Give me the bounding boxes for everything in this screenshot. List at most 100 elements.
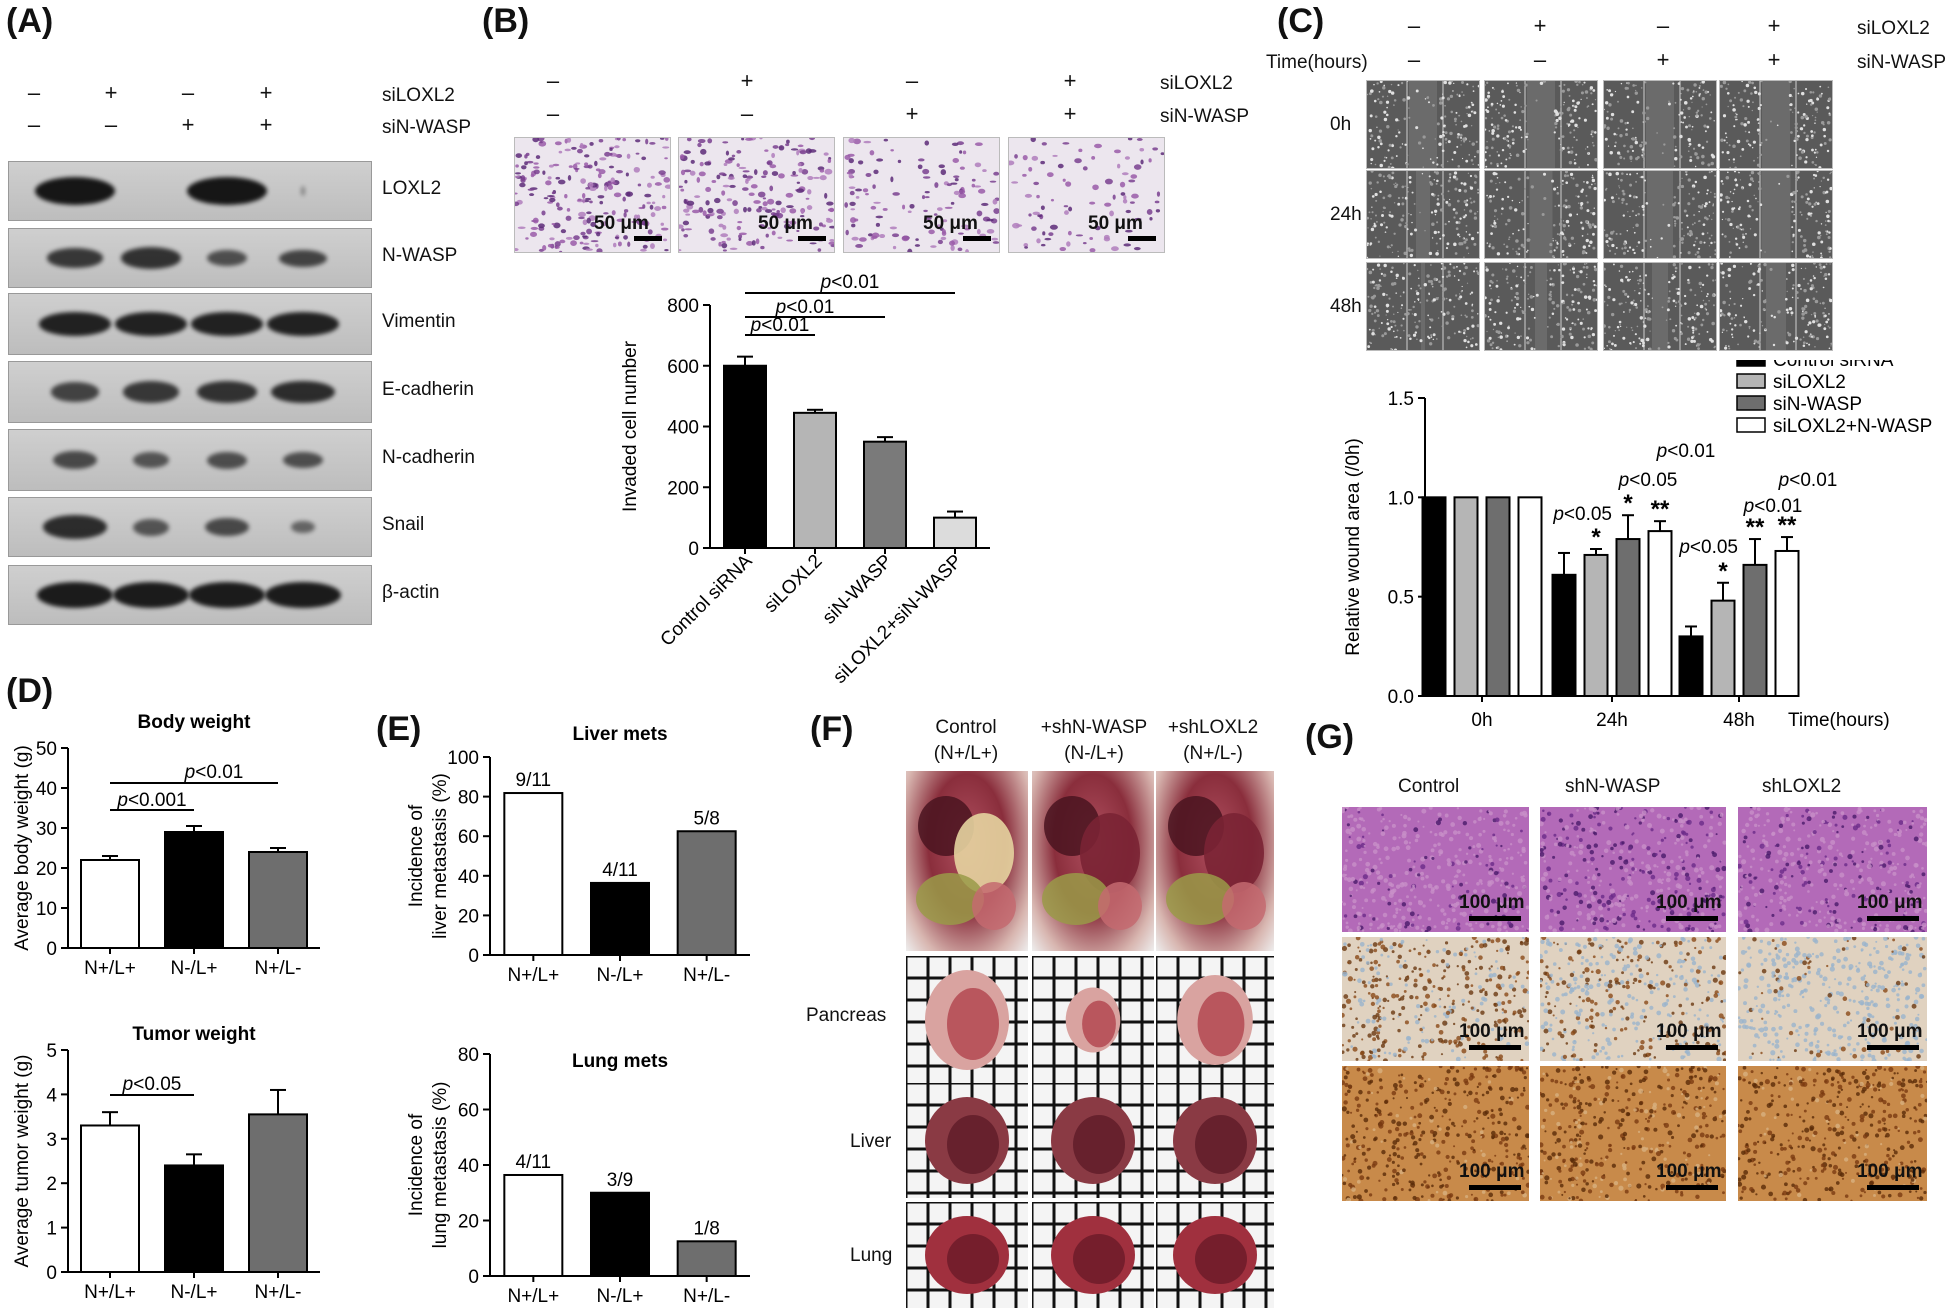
panel-e-label: (E) <box>376 710 422 748</box>
ytick-1: 1 <box>46 1219 57 1240</box>
ylabel: Average body weight (g) <box>12 745 33 951</box>
a-sign-row1-1: + <box>104 80 118 105</box>
a-cond2-label: siN-WASP <box>382 117 472 138</box>
panel-c-label: (C) <box>1277 2 1325 40</box>
blot-band-4-lane-4 <box>271 380 335 404</box>
c-wound-0-2 <box>1603 80 1717 169</box>
g-scale-text-0-0: 100 μm <box>1459 892 1525 913</box>
c-wound-0-0 <box>1366 80 1480 169</box>
bar-N+/L+ <box>503 1173 564 1278</box>
a-band-label-4: E-cadherin <box>382 379 474 400</box>
xtick-2: N+/L- <box>683 965 730 986</box>
c-wound-2-3 <box>1719 262 1833 351</box>
blot-band-4-lane-2 <box>123 381 179 403</box>
svg-text:p<0.01: p<0.01 <box>1743 496 1803 517</box>
c-legend-swatch-1 <box>1736 373 1766 389</box>
g-scalebar-2-0 <box>1469 1185 1521 1190</box>
c-bar-siN-WASP-24h <box>1615 538 1641 697</box>
c-sign-row1-2: – <box>1656 13 1670 38</box>
c-sign-row2-2: + <box>1656 47 1670 72</box>
f-tissue-1-2 <box>1156 1083 1274 1198</box>
xtick-1: N-/L+ <box>597 1286 644 1307</box>
ytick-30: 30 <box>36 819 57 840</box>
ytick-40: 40 <box>458 867 479 888</box>
chart-title: Lung mets <box>572 1051 668 1072</box>
ytick-10: 10 <box>36 899 57 920</box>
a-band-label-3: Vimentin <box>382 311 456 332</box>
ytick-20: 20 <box>458 906 479 927</box>
blot-band-6-lane-1 <box>43 515 107 539</box>
a-band-label-5: N-cadherin <box>382 447 475 468</box>
xtick-2: N+/L- <box>255 1282 302 1303</box>
b-scale-text-2: 50 μm <box>758 213 813 234</box>
a-band-label-2: N-WASP <box>382 245 458 266</box>
c-legend-swatch-0 <box>1736 360 1766 367</box>
f-tissue-2-1 <box>1032 1202 1154 1308</box>
chart-d2: 0 1 2 3 4 5 N+/L+ N-/L+ N+/L- Average tumor weigh… <box>12 1024 320 1303</box>
c-legend-swatch-3 <box>1736 417 1766 433</box>
c-wound-1-0 <box>1366 170 1480 259</box>
ytick-600: 600 <box>667 357 699 378</box>
c-sign-row1-3: + <box>1767 13 1781 38</box>
blot-band-2-lane-2 <box>121 247 181 269</box>
panel-f-label: (F) <box>810 710 854 748</box>
f-tissue-1-1 <box>1032 1083 1154 1198</box>
g-scalebar-1-1 <box>1666 1045 1718 1050</box>
c-sign-row2-3: + <box>1767 47 1781 72</box>
c-stars: * <box>1623 490 1633 517</box>
ytick-50: 50 <box>36 739 57 760</box>
c-wound-1-1 <box>1484 170 1598 259</box>
f-col-2-line2: (N+/L-) <box>1183 743 1243 764</box>
g-col-control: Control <box>1398 776 1460 797</box>
blot-band-1 <box>8 161 372 221</box>
g-scalebar-2-1 <box>1666 1185 1718 1190</box>
ytick-0: 0 <box>468 1267 479 1288</box>
a-sign-row1-3: + <box>259 80 273 105</box>
chart-title: Tumor weight <box>132 1024 256 1045</box>
bar-Control siRNA <box>723 364 767 549</box>
b-scalebar-3 <box>963 236 991 241</box>
a-sign-row2-1: – <box>104 112 118 137</box>
c-stars: * <box>1591 524 1601 551</box>
svg-text:p<0.05: p<0.05 <box>1678 537 1738 558</box>
c-legend-label-1: siLOXL2 <box>1773 372 1846 393</box>
blot-band-6 <box>8 497 372 557</box>
c-ytick: 0.5 <box>1388 588 1414 609</box>
b-sign-row1-2: – <box>905 68 919 93</box>
bar-label-2: 5/8 <box>693 808 719 829</box>
b-sign-row2-0: – <box>546 101 560 126</box>
svg-text:p<0.01: p<0.01 <box>775 297 835 318</box>
ytick-3: 3 <box>46 1130 57 1151</box>
b-cond2-label: siN-WASP <box>1160 106 1250 127</box>
bar-N+/L- <box>676 1240 737 1277</box>
g-ihc-2-0 <box>1342 1066 1529 1201</box>
ytick-60: 60 <box>458 827 479 848</box>
blot-band-7-lane-2 <box>113 582 189 608</box>
c-xtick-24h: 24h <box>1596 710 1628 731</box>
svg-text:p<0.01: p<0.01 <box>820 272 880 293</box>
b-sign-row1-3: + <box>1063 68 1077 93</box>
g-ihc-0-0 <box>1342 807 1529 932</box>
blot-band-6-lane-4 <box>291 520 315 534</box>
c-sign-row2-0: – <box>1407 47 1421 72</box>
a-sign-row2-2: + <box>181 112 195 137</box>
xtick-3: siLOXL2+siN-WASP <box>829 551 966 688</box>
f-col-1-line1: +shN-WASP <box>1040 717 1148 738</box>
ylabel: Average tumor weight (g) <box>12 1055 33 1268</box>
ytick-0: 0 <box>46 1263 57 1284</box>
panel-b-label: (B) <box>482 2 530 40</box>
xtick-0: N+/L+ <box>507 965 559 986</box>
xtick-2: N+/L- <box>683 1286 730 1307</box>
b-scale-text-4: 50 μm <box>1088 213 1143 234</box>
f-row-lung: Lung <box>850 1245 893 1266</box>
g-scalebar-0-0 <box>1469 916 1521 921</box>
ylabel: Incidence of <box>406 804 427 907</box>
blot-band-7 <box>8 565 372 625</box>
g-scalebar-1-2 <box>1867 1045 1919 1050</box>
ytick-200: 200 <box>667 478 699 499</box>
f-tissue-2-2 <box>1156 1202 1274 1308</box>
bar-label-0: 4/11 <box>516 1152 552 1173</box>
chart-d1: 0 10 20 30 40 50 N+/L+ N-/L+ N+/L- Average body w… <box>12 712 320 979</box>
c-legend-label-3: siLOXL2+N-WASP <box>1773 416 1932 437</box>
a-band-label-6: Snail <box>382 514 425 535</box>
